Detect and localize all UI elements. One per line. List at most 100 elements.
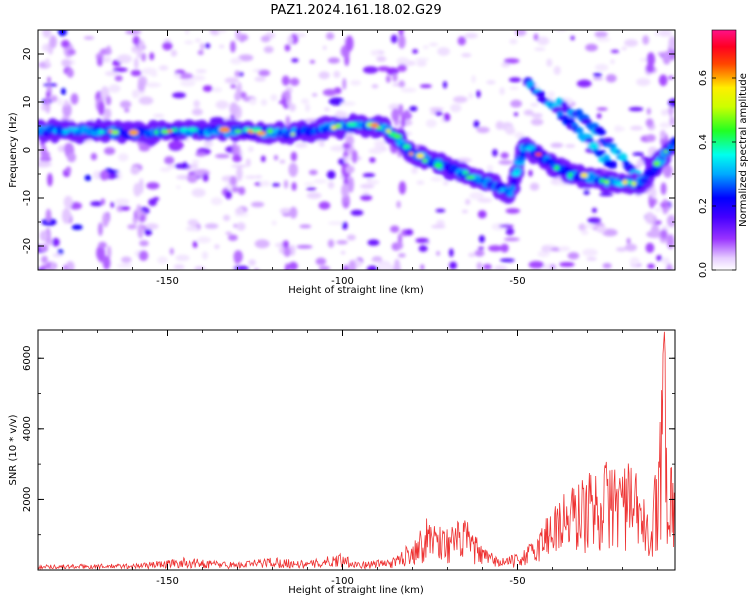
heatmap-noise-blob [224, 77, 239, 84]
heatmap-noise-blob [42, 30, 52, 38]
heatmap-noise-blob [477, 197, 493, 203]
colorbar-label: Normalized spectral amplitude [738, 73, 749, 227]
heatmap-noise-blob [47, 173, 53, 187]
heatmap-noise-blob [327, 239, 335, 248]
heatmap-noise-blob [471, 75, 476, 84]
heatmap-noise-blob [192, 241, 198, 248]
heatmap-ridge [507, 191, 514, 198]
heatmap-noise-blob [315, 257, 327, 266]
heatmap-ridge-peak [568, 172, 573, 178]
heatmap-noise-blob [238, 54, 254, 62]
heatmap-noise-blob [40, 264, 46, 270]
heatmap-noise-blob [508, 77, 522, 83]
heatmap-noise-blob [295, 142, 308, 148]
heatmap-noise-blob [255, 175, 263, 179]
heatmap-noise-blob [102, 212, 109, 228]
heatmap-noise-blob [416, 180, 425, 185]
heatmap-noise-blob [492, 149, 498, 157]
heatmap-noise-blob [318, 201, 331, 210]
heatmap-noise-blob [254, 76, 266, 82]
heatmap-noise-blob [656, 255, 662, 261]
heatmap-noise-blob [513, 112, 519, 117]
heatmap-noise-blob [473, 120, 480, 128]
heatmap-noise-blob [578, 223, 587, 231]
heatmap-noise-blob [654, 30, 660, 37]
heatmap-noise-blob [303, 182, 315, 186]
heatmap-noise-blob [415, 57, 430, 62]
heatmap-noise-blob [626, 237, 631, 245]
heatmap-noise-blob [327, 181, 335, 189]
heatmap-noise-blob [457, 36, 466, 46]
heatmap-noise-blob [661, 257, 670, 265]
heatmap-noise-blob [371, 84, 379, 89]
heatmap-noise-blob [468, 92, 474, 100]
heatmap-noise-blob [191, 159, 200, 164]
heatmap-noise-blob [158, 65, 169, 71]
heatmap-noise-blob [398, 104, 404, 116]
heatmap-ridge-peak [290, 132, 296, 136]
heatmap-noise-blob [461, 209, 468, 214]
heatmap-noise-blob [630, 125, 643, 131]
heatmap-noise-blob [350, 209, 364, 216]
heatmap-noise-blob [505, 227, 515, 236]
heatmap-ridge-peak [370, 122, 379, 129]
heatmap-noise-blob [669, 116, 675, 127]
heatmap-noise-blob [499, 87, 505, 95]
heatmap-noise-blob [469, 192, 485, 200]
heatmap-noise-blob [494, 265, 508, 270]
heatmap-noise-blob [195, 38, 201, 43]
heatmap-noise-blob [313, 179, 327, 184]
heatmap-noise-blob [197, 236, 211, 244]
heatmap-secondary-ridge [564, 117, 576, 124]
heatmap-noise-blob [650, 224, 660, 238]
heatmap-noise-blob [41, 255, 48, 264]
heatmap-noise-blob [249, 98, 257, 105]
heatmap-noise-blob [236, 166, 243, 182]
heatmap-noise-blob [236, 222, 246, 231]
heatmap-ridge-peak [500, 188, 505, 192]
heatmap-ridge-peak [160, 129, 170, 134]
heatmap-noise-blob [591, 207, 598, 213]
heatmap-noise-blob [223, 214, 231, 221]
heatmap-ridge-peak [663, 149, 669, 153]
heatmap-noise-blob [98, 241, 107, 249]
heatmap-noise-blob [436, 251, 441, 256]
heatmap-noise-blob [107, 245, 112, 259]
y-tick-label: 20 [22, 48, 33, 61]
heatmap-noise-blob [647, 263, 655, 269]
snr-xlabel: Height of straight line (km) [288, 585, 424, 596]
heatmap-noise-blob [461, 53, 472, 58]
heatmap-noise-blob [501, 61, 511, 68]
heatmap-noise-blob [187, 219, 199, 227]
heatmap-noise-blob [104, 71, 118, 76]
heatmap-noise-blob [127, 224, 137, 230]
heatmap-noise-blob [284, 263, 289, 270]
heatmap-ridge-peak [534, 152, 543, 157]
heatmap-noise-blob [138, 96, 154, 105]
heatmap-noise-blob [139, 240, 149, 247]
heatmap-noise-blob [400, 87, 417, 93]
heatmap-ridge [510, 178, 518, 186]
heatmap-secondary-ridge [589, 141, 599, 151]
heatmap-noise-blob [616, 127, 626, 131]
heatmap-noise-blob [628, 107, 644, 112]
heatmap-noise-blob [338, 158, 345, 165]
heatmap-noise-blob [476, 126, 490, 134]
heatmap-noise-blob [195, 69, 207, 74]
heatmap-noise-blob [65, 261, 75, 270]
heatmap-noise-blob [139, 214, 145, 222]
heatmap-ridge-peak [234, 129, 243, 133]
heatmap-noise-blob [456, 157, 472, 163]
heatmap-ridge-peak [251, 127, 262, 133]
heatmap-noise-blob [169, 247, 174, 255]
heatmap-ridge-peak [604, 179, 610, 185]
heatmap-secondary-ridge [597, 150, 606, 155]
heatmap-ridge-peak [631, 181, 637, 187]
heatmap-noise-blob [318, 265, 330, 270]
heatmap-noise-blob [596, 113, 602, 119]
heatmap-ridge-peak [154, 130, 159, 135]
heatmap-noise-blob [150, 72, 158, 77]
heatmap-ridge-peak [465, 175, 476, 180]
